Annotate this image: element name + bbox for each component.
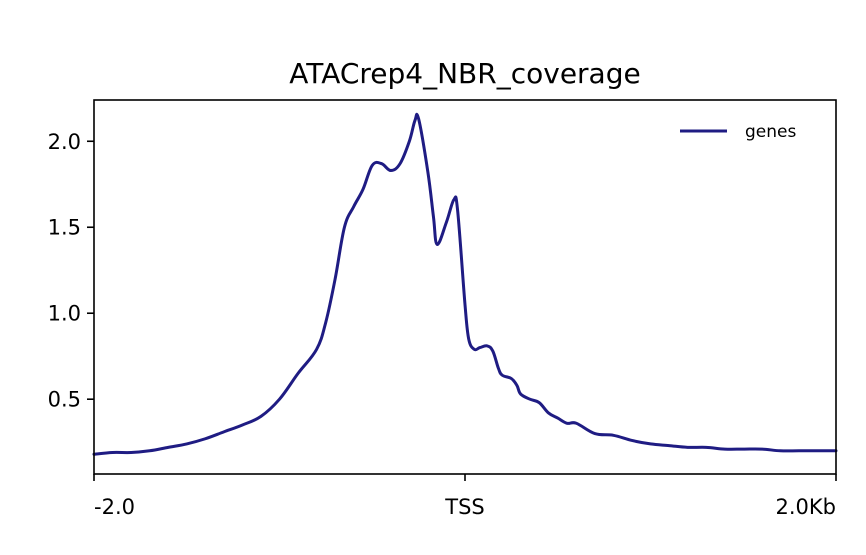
x-tick-label: TSS	[444, 495, 485, 519]
plot-area	[92, 112, 838, 456]
legend-label: genes	[745, 122, 796, 142]
series-line-genes	[92, 112, 838, 456]
chart-title: ATACrep4_NBR_coverage	[289, 57, 640, 90]
legend: genes	[680, 122, 796, 142]
x-tick-label: -2.0	[94, 495, 135, 519]
y-tick-label: 1.5	[48, 216, 81, 240]
y-tick-label: 1.0	[48, 302, 81, 326]
axes: 0.5 1.0 1.5 2.0 -2.0 TSS 2.0Kb	[48, 130, 837, 519]
x-tick-label: 2.0Kb	[776, 495, 837, 519]
y-tick-label: 2.0	[48, 130, 81, 154]
y-tick-label: 0.5	[48, 388, 81, 412]
